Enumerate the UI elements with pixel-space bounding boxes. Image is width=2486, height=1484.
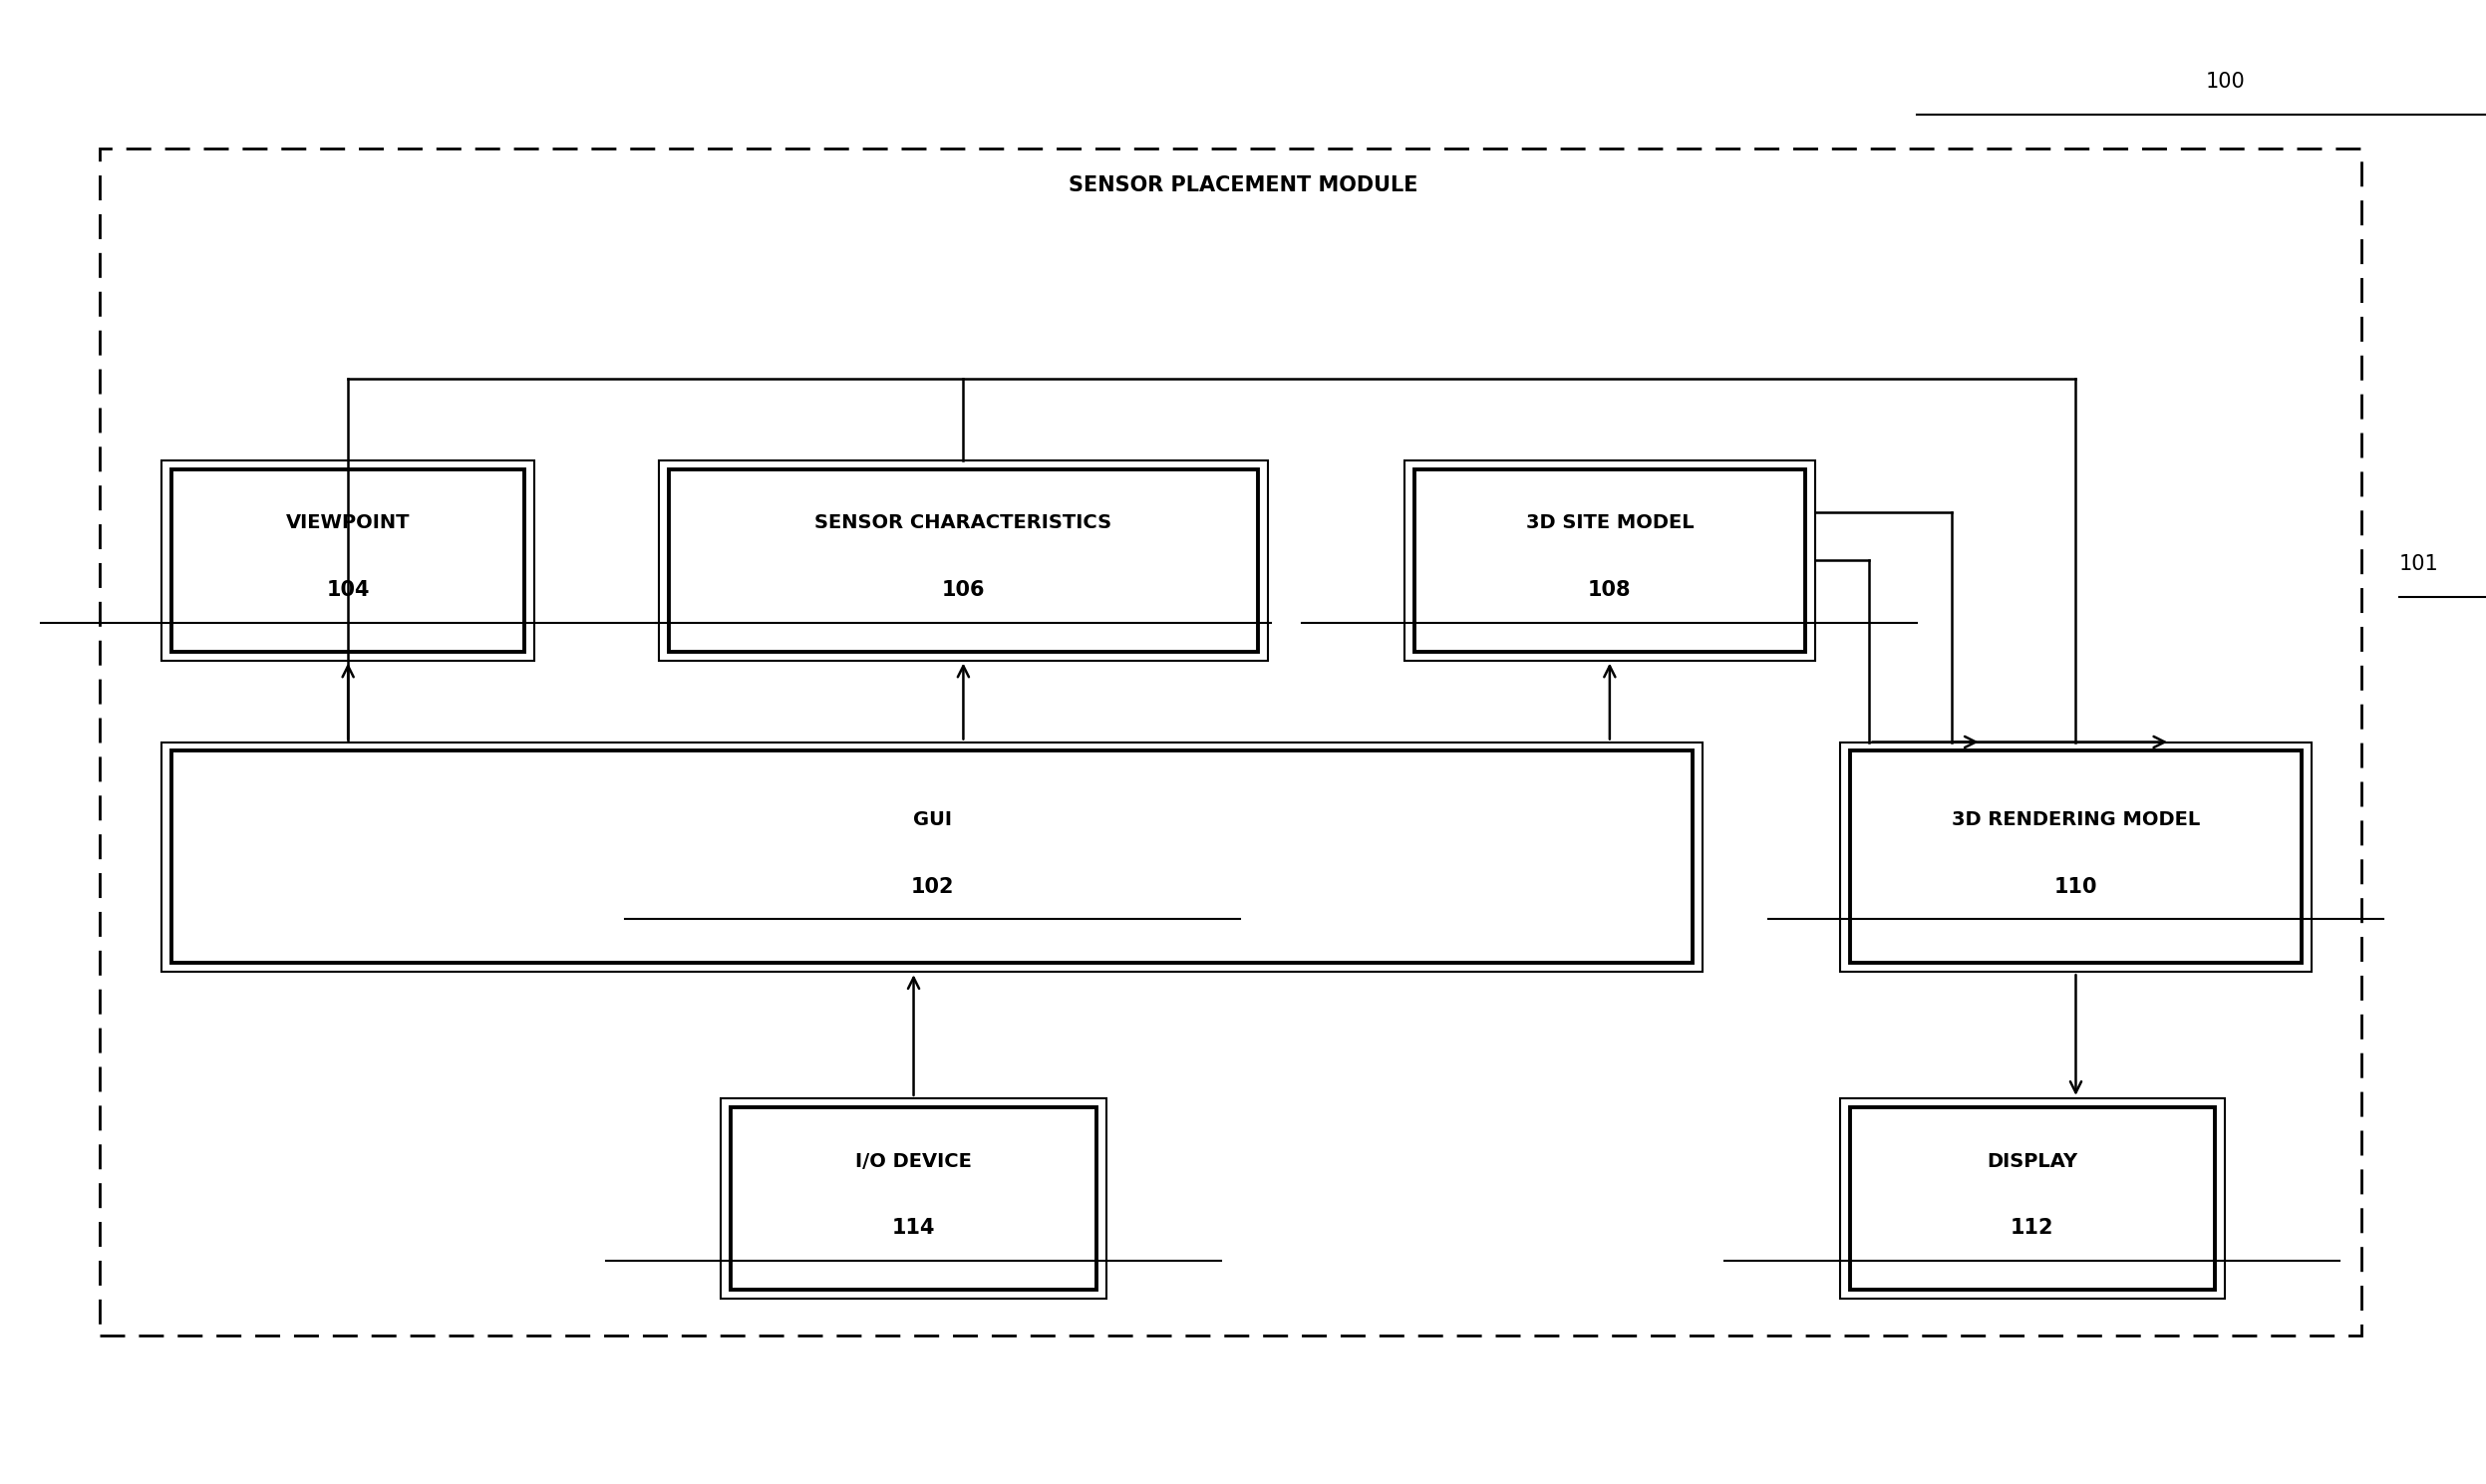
Bar <box>162 742 1703 972</box>
Text: 3D RENDERING MODEL: 3D RENDERING MODEL <box>1952 810 2200 830</box>
Text: 114: 114 <box>892 1218 935 1238</box>
Bar <box>1840 1098 2225 1298</box>
Text: GUI: GUI <box>912 810 952 830</box>
Bar <box>162 460 534 660</box>
Bar <box>172 751 1693 963</box>
Text: 106: 106 <box>942 580 984 600</box>
Text: VIEWPOINT: VIEWPOINT <box>286 513 410 533</box>
Text: 102: 102 <box>910 877 955 896</box>
Text: 104: 104 <box>326 580 370 600</box>
Text: 108: 108 <box>1589 580 1631 600</box>
Text: 112: 112 <box>2011 1218 2053 1238</box>
Text: I/O DEVICE: I/O DEVICE <box>855 1152 972 1171</box>
Text: 110: 110 <box>2053 877 2098 896</box>
Text: SENSOR PLACEMENT MODULE: SENSOR PLACEMENT MODULE <box>1069 175 1417 196</box>
Bar <box>659 460 1268 660</box>
Bar <box>721 1098 1106 1298</box>
Bar <box>669 469 1258 651</box>
Bar <box>1850 751 2302 963</box>
Text: 3D SITE MODEL: 3D SITE MODEL <box>1526 513 1693 533</box>
Bar <box>731 1107 1096 1290</box>
Bar <box>1840 742 2312 972</box>
Text: 100: 100 <box>2205 71 2245 92</box>
Bar <box>1415 469 1805 651</box>
Bar <box>172 469 525 651</box>
Text: DISPLAY: DISPLAY <box>1986 1152 2078 1171</box>
Bar <box>99 148 2362 1336</box>
Text: 101: 101 <box>2399 554 2439 574</box>
Bar <box>1405 460 1815 660</box>
Text: SENSOR CHARACTERISTICS: SENSOR CHARACTERISTICS <box>815 513 1111 533</box>
Bar <box>1850 1107 2215 1290</box>
